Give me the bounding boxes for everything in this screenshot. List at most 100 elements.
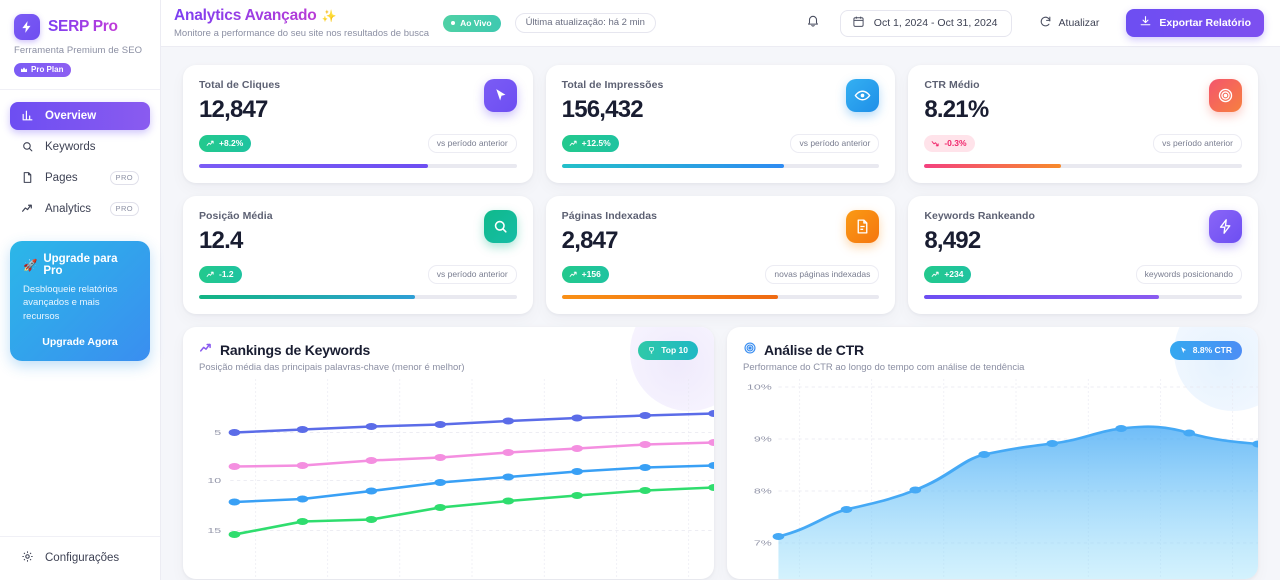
panel-badge-label: Top 10	[661, 345, 688, 355]
page-title-text: Analytics Avançado	[174, 7, 317, 24]
kpi-text: Total de Impressões 156,432	[562, 79, 664, 124]
upgrade-now-button[interactable]: Upgrade Agora	[42, 335, 118, 348]
kpi-foot: +8.2% vs período anterior	[199, 134, 517, 153]
panel-badge-ctr: 8.8% CTR	[1169, 341, 1242, 360]
ytick-label: 8%	[754, 488, 772, 496]
kpi-delta-badge: +156	[561, 266, 609, 283]
trophy-icon	[649, 346, 654, 353]
rankings-line-chart: 5 10 15	[183, 379, 714, 579]
kpi-top: Páginas Indexadas 2,847	[562, 210, 880, 255]
kpi-card-posicao-media[interactable]: Posição Média 12.4 -1.2 vs período anter…	[183, 196, 533, 314]
sidebar-footer: Configurações	[0, 536, 160, 580]
rocket-icon: 🚀	[23, 259, 38, 272]
kpi-delta-badge: +12.5%	[561, 135, 619, 152]
kpi-foot: +234 keywords posicionando	[924, 265, 1242, 284]
ytick-label: 5	[214, 429, 221, 437]
sidebar-item-analytics[interactable]: Analytics PRO	[10, 195, 150, 223]
ytick-label: 9%	[754, 436, 772, 444]
ytick-label: 10	[207, 477, 221, 485]
kpi-text: Keywords Rankeando 8,492	[924, 210, 1035, 255]
upgrade-card[interactable]: 🚀 Upgrade para Pro Desbloqueie relatório…	[10, 240, 150, 361]
page-subtitle: Monitore a performance do seu site nos r…	[174, 28, 430, 39]
bolt-icon	[14, 14, 40, 40]
kpi-card-total-impressoes[interactable]: Total de Impressões 156,432 +12.5% vs pe…	[545, 65, 896, 183]
panel-analise-ctr: Análise de CTR Performance do CTR ao lon…	[727, 327, 1258, 579]
refresh-button[interactable]: Atualizar	[1025, 9, 1113, 37]
panel-rankings-keywords: Rankings de Keywords Posição média das p…	[183, 327, 714, 579]
brand-block: SERP Pro Ferramenta Premium de SEO Pro P…	[0, 0, 160, 90]
ctr-chart-svg: 10% 9% 8% 7%	[747, 379, 1258, 579]
panel-badge-top10: Top 10	[638, 341, 698, 360]
kpi-note: vs período anterior	[427, 134, 517, 153]
main-area: Analytics Avançado ✨ Monitore a performa…	[161, 0, 1280, 580]
kpi-label: Posição Média	[199, 210, 273, 222]
charts-row: Rankings de Keywords Posição média das p…	[183, 327, 1258, 579]
kpi-delta-badge: +234	[924, 266, 972, 283]
kpi-card-ctr-medio[interactable]: CTR Médio 8.21% -0.3% vs período anterio…	[908, 65, 1258, 183]
kpi-delta-label: +156	[581, 269, 601, 279]
kpi-top: Total de Cliques 12,847	[199, 79, 517, 124]
panel-badge-label: 8.8% CTR	[1192, 345, 1232, 355]
brand-row[interactable]: SERP Pro	[14, 14, 146, 40]
gear-icon	[21, 550, 34, 566]
kpi-progress-fill	[199, 164, 428, 168]
kpi-text: Total de Cliques 12,847	[199, 79, 280, 124]
kpi-label: Keywords Rankeando	[924, 210, 1035, 222]
refresh-label: Atualizar	[1058, 17, 1100, 29]
kpi-note: vs período anterior	[790, 134, 880, 153]
kpi-top: CTR Médio 8.21%	[924, 79, 1242, 124]
kpi-delta-label: +234	[944, 269, 964, 279]
date-range-picker[interactable]: Oct 1, 2024 - Oct 31, 2024	[839, 9, 1012, 37]
kpi-text: Posição Média 12.4	[199, 210, 273, 255]
trend-up-icon	[206, 271, 214, 277]
export-report-button[interactable]: Exportar Relatório	[1126, 9, 1264, 37]
target-icon	[743, 341, 757, 358]
download-icon	[1139, 15, 1152, 31]
kpi-delta-badge: +8.2%	[199, 135, 252, 152]
plan-badge: Pro Plan	[14, 63, 72, 77]
sidebar-item-settings[interactable]: Configurações	[10, 550, 150, 566]
kpi-value: 12,847	[199, 96, 268, 123]
kpi-card-paginas-indexadas[interactable]: Páginas Indexadas 2,847 +156 novas págin…	[545, 196, 896, 314]
sidebar-item-keywords[interactable]: Keywords	[10, 133, 150, 161]
kpi-progress-track	[199, 295, 517, 299]
kpi-delta-badge: -1.2	[199, 266, 242, 283]
sidebar-item-pages[interactable]: Pages PRO	[10, 164, 150, 192]
search-icon	[21, 140, 34, 153]
kpi-label: Total de Impressões	[561, 79, 664, 91]
ytick-label: 7%	[754, 540, 772, 548]
calendar-icon	[852, 15, 865, 31]
kpi-top: Keywords Rankeando 8,492	[924, 210, 1242, 255]
search-icon	[483, 210, 517, 243]
kpi-delta-badge: -0.3%	[924, 135, 975, 152]
cursor-icon	[483, 79, 517, 112]
kpi-card-total-cliques[interactable]: Total de Cliques 12,847 +8.2% vs período…	[183, 65, 533, 183]
date-range-label: Oct 1, 2024 - Oct 31, 2024	[873, 17, 998, 29]
kpi-note: vs período anterior	[1153, 134, 1242, 153]
rankings-chart-svg: 5 10 15	[207, 379, 714, 579]
kpi-value: 8.21%	[924, 96, 989, 123]
panel-subtitle: Posição média das principais palavras-ch…	[199, 362, 465, 373]
kpi-foot: -0.3% vs período anterior	[924, 134, 1242, 153]
sidebar-item-label: Overview	[45, 109, 97, 122]
kpi-delta-label: -1.2	[219, 269, 234, 279]
sparkles-icon: ✨	[321, 9, 337, 23]
kpi-top: Posição Média 12.4	[199, 210, 517, 255]
kpi-top: Total de Impressões 156,432	[562, 79, 880, 124]
kpi-delta-label: -0.3%	[944, 138, 967, 148]
upgrade-description: Desbloqueie relatórios avançados e mais …	[23, 283, 118, 323]
panel-title-text: Análise de CTR	[764, 341, 864, 358]
top-bar: Analytics Avançado ✨ Monitore a performa…	[161, 0, 1280, 47]
kpi-progress-track	[199, 164, 517, 168]
eye-icon	[846, 79, 880, 112]
refresh-icon	[1039, 15, 1052, 31]
trend-up-icon	[199, 341, 213, 358]
kpi-text: Páginas Indexadas 2,847	[562, 210, 657, 255]
sidebar-item-overview[interactable]: Overview	[10, 101, 150, 130]
notifications-button[interactable]	[800, 10, 826, 36]
kpi-progress-track	[924, 164, 1242, 168]
kpi-progress-track	[561, 295, 880, 299]
ytick-label: 10%	[747, 384, 772, 392]
trend-up-icon	[569, 140, 577, 146]
kpi-card-keywords-rankeando[interactable]: Keywords Rankeando 8,492 +234 keywords p…	[908, 196, 1258, 314]
